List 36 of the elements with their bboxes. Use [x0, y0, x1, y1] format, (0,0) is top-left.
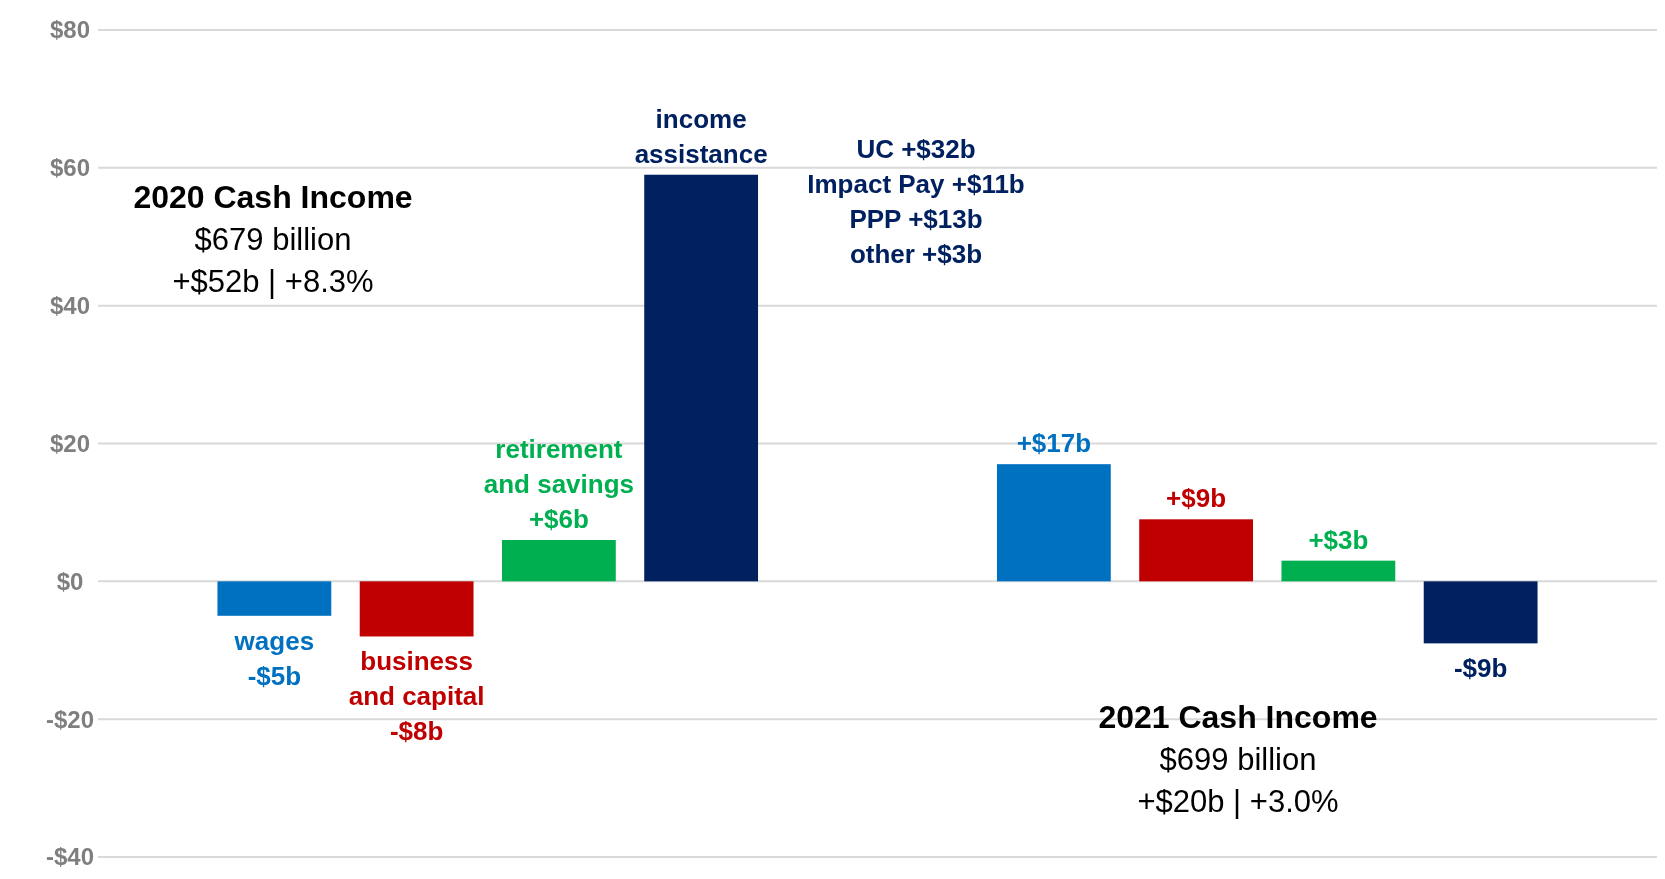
- data-label: +$17b: [1016, 428, 1092, 459]
- bar: [501, 539, 616, 582]
- annotation: $679 billion: [194, 222, 352, 257]
- series-label: retirement and savings: [483, 433, 635, 499]
- y-tick-label: $80: [49, 16, 91, 44]
- y-tick-label: $40: [49, 292, 91, 320]
- annotation: Impact Pay +$11b: [807, 169, 1025, 199]
- y-tick-label: $20: [49, 429, 91, 457]
- y-tick-label: -$40: [45, 843, 95, 871]
- series-label: business and capital: [348, 646, 485, 712]
- bar: [996, 464, 1111, 582]
- series-label: wages: [233, 625, 315, 656]
- annotation: PPP +$13b: [849, 204, 983, 234]
- data-label: +$6b: [528, 503, 589, 534]
- data-label: +$3b: [1308, 524, 1369, 555]
- annotation: +$52b | +8.3%: [172, 264, 374, 299]
- data-label: -$5b: [247, 660, 302, 691]
- bar: [217, 581, 332, 616]
- annotation: +$20b | +3.0%: [1137, 784, 1339, 819]
- annotation: 2020 Cash Income: [133, 179, 413, 215]
- data-label: -$8b: [389, 716, 444, 747]
- bar: [359, 581, 474, 637]
- data-label: -$9b: [1453, 653, 1508, 684]
- bar: [1423, 581, 1538, 644]
- y-tick-label: $0: [56, 567, 84, 595]
- annotation: UC +$32b: [856, 134, 976, 164]
- bar: [644, 174, 759, 582]
- series-label: income assistance: [634, 103, 768, 169]
- annotation: 2021 Cash Income: [1098, 699, 1378, 735]
- y-tick-label: -$20: [45, 705, 95, 733]
- annotation: other +$3b: [849, 239, 983, 269]
- bar: [1281, 560, 1396, 582]
- y-tick-label: $60: [49, 154, 91, 182]
- annotation: $699 billion: [1159, 742, 1317, 777]
- bar: [1139, 519, 1254, 582]
- data-label: +$9b: [1166, 483, 1227, 514]
